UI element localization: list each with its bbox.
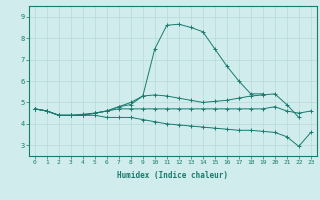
X-axis label: Humidex (Indice chaleur): Humidex (Indice chaleur) bbox=[117, 171, 228, 180]
